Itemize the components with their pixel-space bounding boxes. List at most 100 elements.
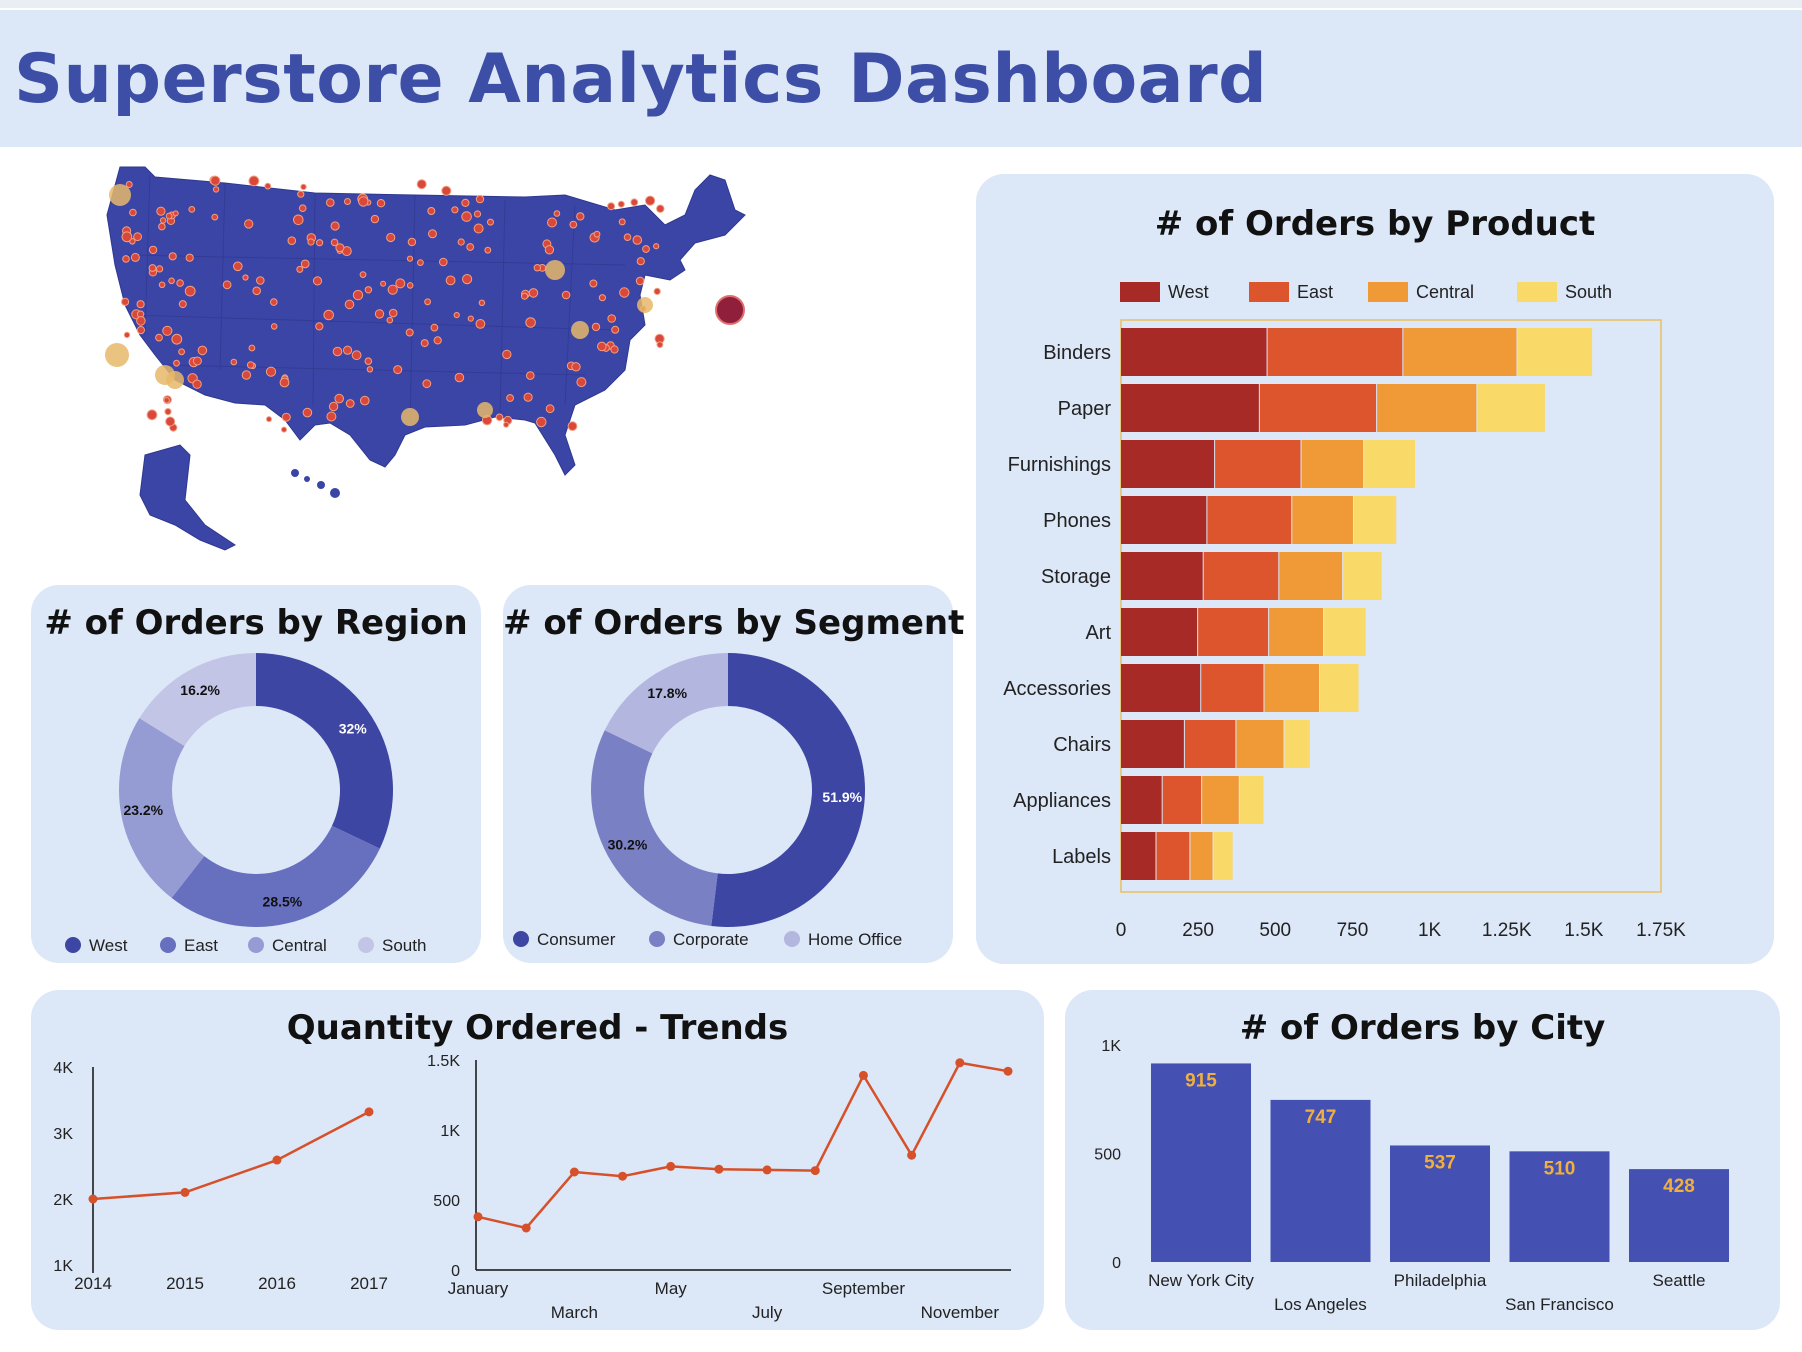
order-marker [441, 185, 452, 196]
order-marker [545, 404, 555, 414]
large-order-marker [571, 321, 589, 339]
product-bar-west [1121, 384, 1259, 432]
city-bar-chart[interactable]: 0 500 1K 915 New York City 747 Los Angeles 537 P… [1065, 990, 1780, 1330]
order-marker [533, 264, 541, 272]
order-marker [192, 356, 202, 366]
order-marker [264, 182, 272, 190]
yearly-x-tick-label: 2015 [166, 1274, 204, 1293]
order-marker [571, 362, 581, 372]
order-marker [343, 345, 353, 355]
order-marker [636, 257, 645, 266]
product-bar-east [1156, 832, 1190, 880]
product-x-tick-label: 1.25K [1482, 920, 1532, 941]
order-marker [544, 245, 555, 255]
order-marker [332, 346, 343, 357]
product-legend-label: East [1297, 282, 1333, 302]
product-x-tick-label: 250 [1182, 920, 1214, 941]
order-marker [366, 366, 374, 373]
order-marker [148, 264, 157, 272]
quantity-trends-line-charts[interactable]: 1K 2K 3K 4K 2014 2015 2016 2017 0 500 1K 1.5K Januar… [31, 990, 1044, 1330]
product-category-label: Binders [1043, 342, 1111, 364]
order-marker [323, 309, 334, 321]
order-marker [352, 289, 364, 301]
monthly-y-tick-label: 1K [440, 1123, 460, 1140]
region-chart-card: # of Orders by Region 32% 28.5% 23.2% 16.2%… [31, 585, 481, 963]
order-marker [526, 371, 535, 380]
region-legend-label: Central [272, 936, 327, 955]
region-donut-chart[interactable]: 32% 28.5% 23.2% 16.2% West East Central South [31, 585, 481, 963]
product-bar-south [1284, 720, 1310, 768]
order-marker [387, 284, 398, 295]
product-bar-south [1364, 440, 1415, 488]
product-bar-east [1203, 552, 1279, 600]
yearly-y-tick-label: 3K [53, 1126, 73, 1143]
region-slice-central [118, 718, 205, 898]
order-marker [326, 198, 335, 207]
product-bar-east [1162, 776, 1202, 824]
product-category-label: Labels [1052, 846, 1111, 868]
product-x-tick-label: 1K [1418, 920, 1442, 941]
monthly-x-tick-label: January [448, 1279, 509, 1298]
order-marker [388, 308, 398, 318]
monthly-data-point [473, 1212, 483, 1222]
order-marker [380, 280, 387, 287]
order-marker [326, 411, 337, 422]
product-stacked-bar-chart[interactable]: West East Central South Binders Paper Furnishi… [976, 174, 1774, 964]
product-bar-south [1517, 328, 1593, 376]
product-chart-card: # of Orders by Product West East Central So… [976, 174, 1774, 964]
us-map[interactable] [85, 155, 825, 575]
region-value-label: 28.5% [263, 893, 303, 909]
monthly-data-point [569, 1167, 579, 1177]
city-bar [1151, 1063, 1251, 1262]
region-slice-west [256, 653, 393, 849]
order-marker [265, 366, 277, 377]
order-marker [642, 245, 650, 253]
product-bar-west [1121, 832, 1156, 880]
order-marker [192, 379, 202, 389]
order-marker [307, 238, 315, 246]
order-marker [184, 285, 196, 297]
order-marker [287, 236, 297, 245]
order-marker [386, 316, 394, 324]
order-marker [523, 392, 533, 402]
order-marker [130, 252, 140, 262]
yearly-y-tick-label: 4K [53, 1060, 73, 1077]
order-marker [364, 286, 373, 294]
dashboard-header: Superstore Analytics Dashboard [0, 10, 1802, 147]
yearly-x-tick-label: 2016 [258, 1274, 296, 1293]
order-marker [433, 336, 442, 345]
order-marker [632, 235, 643, 245]
order-marker [230, 358, 238, 366]
segment-legend-label: Corporate [673, 930, 749, 949]
order-marker [656, 341, 664, 349]
order-marker [300, 183, 307, 191]
product-bar-west [1121, 608, 1198, 656]
order-marker [553, 210, 561, 217]
yearly-y-tick-label: 2K [53, 1192, 73, 1209]
order-marker [478, 299, 486, 307]
order-marker [475, 194, 485, 204]
order-marker [297, 190, 305, 198]
product-bar-central [1377, 384, 1477, 432]
product-category-label: Phones [1043, 510, 1111, 532]
order-marker [473, 223, 484, 234]
order-marker [279, 377, 290, 388]
order-marker [293, 214, 304, 226]
order-marker [330, 238, 339, 247]
segment-legend-swatch [513, 931, 529, 947]
order-marker [121, 297, 130, 306]
segment-donut-chart[interactable]: 51.9% 30.2% 17.8% Consumer Corporate Home Off… [503, 585, 953, 963]
order-marker [623, 233, 632, 241]
order-marker [607, 202, 616, 211]
order-marker [495, 413, 504, 422]
order-marker [233, 261, 243, 272]
order-marker [158, 222, 166, 231]
order-marker [197, 345, 208, 356]
order-marker [589, 279, 598, 288]
product-legend-label: West [1168, 282, 1209, 302]
region-legend-label: East [184, 936, 218, 955]
product-legend-swatch [1249, 282, 1289, 302]
product-bar-south [1477, 384, 1545, 432]
order-marker [121, 231, 133, 243]
order-marker [475, 319, 486, 329]
